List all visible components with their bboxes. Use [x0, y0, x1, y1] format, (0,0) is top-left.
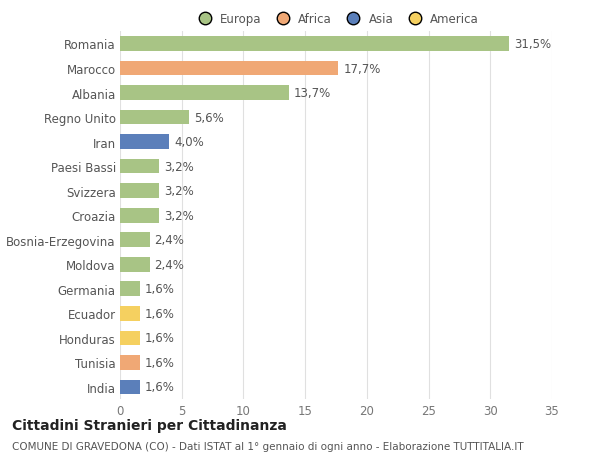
Bar — [120, 257, 149, 272]
Bar — [120, 135, 169, 150]
Bar — [120, 184, 160, 199]
Bar — [120, 208, 160, 223]
Text: 31,5%: 31,5% — [514, 38, 551, 51]
Text: COMUNE DI GRAVEDONA (CO) - Dati ISTAT al 1° gennaio di ogni anno - Elaborazione : COMUNE DI GRAVEDONA (CO) - Dati ISTAT al… — [12, 441, 524, 451]
Text: 3,2%: 3,2% — [164, 185, 194, 198]
Text: 1,6%: 1,6% — [145, 356, 175, 369]
Bar — [120, 282, 140, 297]
Bar — [120, 306, 140, 321]
Text: 3,2%: 3,2% — [164, 160, 194, 173]
Bar — [120, 159, 160, 174]
Text: 1,6%: 1,6% — [145, 332, 175, 345]
Bar — [120, 355, 140, 370]
Bar — [120, 62, 338, 76]
Text: 17,7%: 17,7% — [343, 62, 381, 75]
Text: 5,6%: 5,6% — [194, 112, 224, 124]
Bar — [120, 380, 140, 394]
Text: Cittadini Stranieri per Cittadinanza: Cittadini Stranieri per Cittadinanza — [12, 418, 287, 431]
Text: 4,0%: 4,0% — [175, 136, 204, 149]
Text: 13,7%: 13,7% — [294, 87, 331, 100]
Text: 3,2%: 3,2% — [164, 209, 194, 222]
Text: 1,6%: 1,6% — [145, 307, 175, 320]
Bar — [120, 111, 189, 125]
Text: 1,6%: 1,6% — [145, 381, 175, 393]
Legend: Europa, Africa, Asia, America: Europa, Africa, Asia, America — [188, 9, 484, 31]
Bar — [120, 86, 289, 101]
Text: 2,4%: 2,4% — [155, 258, 184, 271]
Bar — [120, 331, 140, 346]
Text: 2,4%: 2,4% — [155, 234, 184, 246]
Bar — [120, 37, 509, 52]
Text: 1,6%: 1,6% — [145, 283, 175, 296]
Bar — [120, 233, 149, 247]
